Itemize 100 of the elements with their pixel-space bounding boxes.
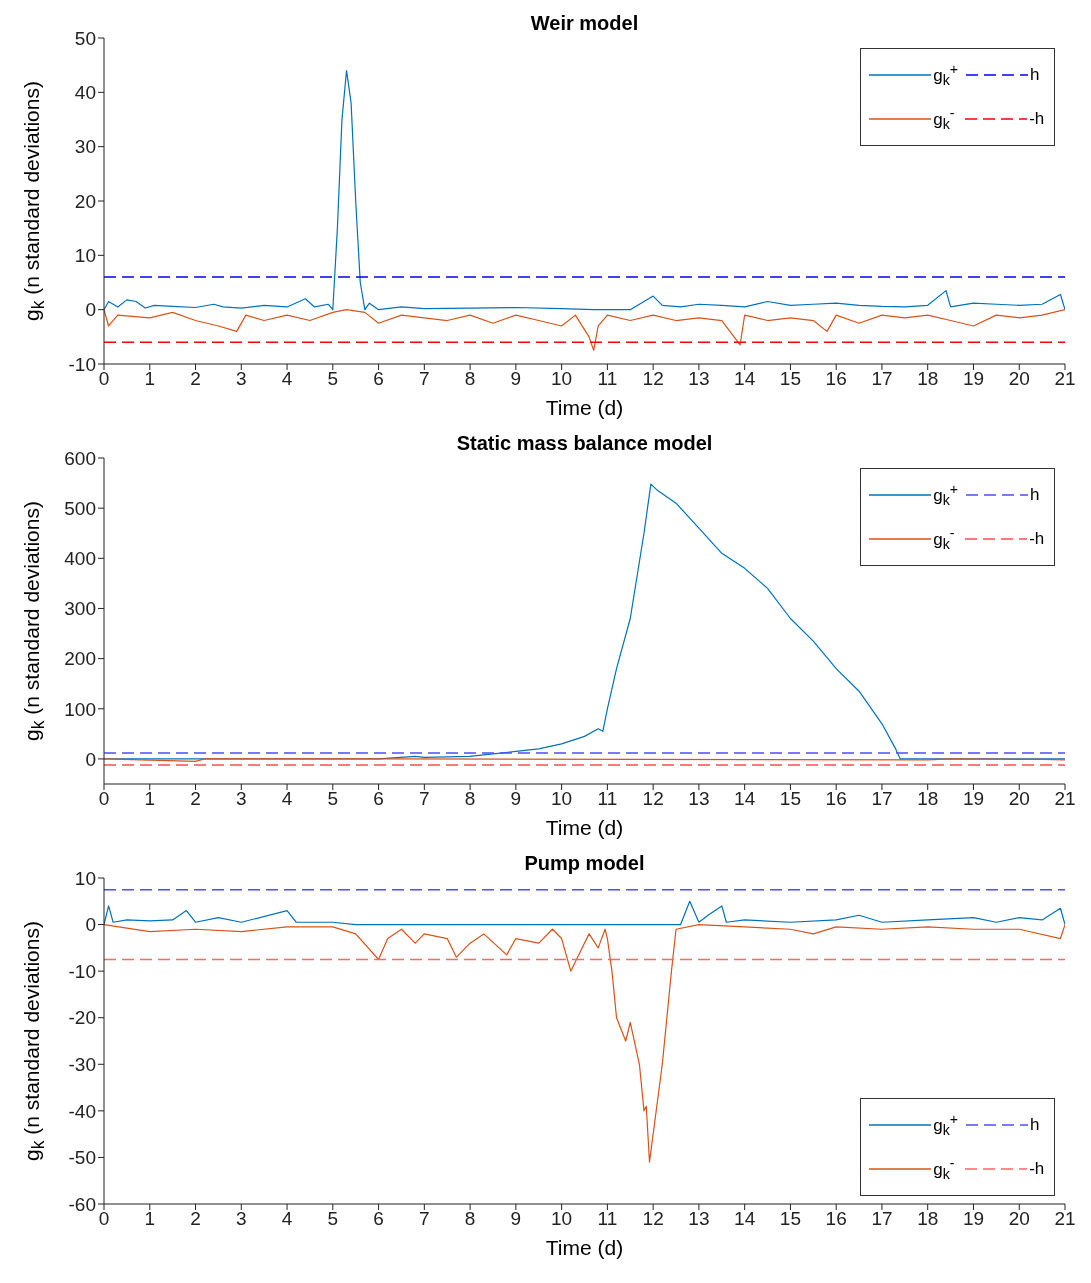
- x-tick-label: 11: [597, 1208, 618, 1230]
- x-tick-label: 20: [1008, 1208, 1030, 1230]
- x-tick-label: 1: [144, 368, 156, 390]
- chart-title: Weir model: [529, 12, 640, 35]
- y-tick-label: 20: [74, 190, 96, 212]
- x-axis-title: Time (d): [544, 396, 625, 420]
- x-tick-label: 3: [236, 788, 247, 810]
- x-tick-label: 17: [871, 1208, 893, 1230]
- x-tick-label: 5: [327, 368, 339, 390]
- x-tick-label: 4: [281, 368, 293, 390]
- x-tick-label: 6: [373, 368, 384, 390]
- y-tick-label: -30: [68, 1054, 96, 1076]
- x-tick-label: 13: [688, 788, 710, 810]
- y-tick-label: 0: [85, 914, 96, 936]
- x-tick-label: 10: [551, 1208, 573, 1230]
- x-tick-label: 15: [779, 1208, 801, 1230]
- x-tick-label: 4: [281, 788, 293, 810]
- x-tick-label: 5: [327, 1208, 339, 1230]
- y-tick-label: -60: [68, 1193, 96, 1215]
- y-tick-label: -20: [68, 1007, 96, 1029]
- x-tick-label: 20: [1008, 368, 1030, 390]
- x-tick-label: 19: [962, 788, 985, 810]
- x-axis-title: Time (d): [544, 816, 625, 840]
- chart-title: Static mass balance model: [455, 432, 714, 455]
- x-tick-label: 10: [551, 788, 573, 810]
- x-tick-label: 3: [236, 1208, 247, 1230]
- x-tick-label: 21: [1054, 368, 1076, 390]
- y-tick-label: 50: [74, 27, 96, 49]
- y-tick-label: 10: [74, 867, 96, 889]
- y-tick-label: -40: [68, 1100, 96, 1122]
- legend-label: -h: [1029, 109, 1046, 129]
- x-tick-label: 5: [327, 788, 339, 810]
- x-tick-label: 19: [962, 368, 985, 390]
- x-tick-label: 7: [419, 368, 430, 390]
- x-tick-label: 7: [419, 788, 430, 810]
- y-tick-label: -10: [68, 960, 96, 982]
- x-tick-label: 16: [825, 788, 847, 810]
- x-tick-label: 13: [688, 1208, 710, 1230]
- x-tick-label: 12: [642, 368, 664, 390]
- y-tick-label: 500: [64, 497, 96, 519]
- x-tick-label: 18: [917, 368, 939, 390]
- y-tick-label: 40: [74, 82, 96, 104]
- x-tick-label: 9: [510, 368, 522, 390]
- y-tick-label: 400: [64, 548, 96, 570]
- x-tick-label: 7: [419, 1208, 430, 1230]
- line-series: [104, 923, 1065, 1163]
- x-tick-label: 16: [825, 368, 847, 390]
- y-tick-label: 30: [74, 136, 96, 158]
- legend-label: h: [1030, 65, 1041, 85]
- x-tick-label: 2: [190, 1208, 201, 1230]
- x-tick-label: 2: [190, 788, 201, 810]
- x-tick-label: 15: [779, 368, 801, 390]
- y-tick-label: 600: [64, 447, 96, 469]
- y-tick-label: -50: [68, 1147, 96, 1169]
- x-tick-label: 18: [917, 788, 939, 810]
- x-tick-label: 14: [734, 788, 756, 810]
- x-tick-label: 2: [190, 368, 201, 390]
- x-tick-label: 1: [144, 788, 156, 810]
- x-tick-label: 17: [871, 368, 893, 390]
- x-tick-label: 14: [734, 368, 756, 390]
- x-tick-label: 11: [597, 788, 618, 810]
- x-tick-label: 13: [688, 368, 710, 390]
- y-tick-label: 100: [64, 698, 96, 720]
- legend-label: h: [1030, 485, 1041, 505]
- x-tick-label: 12: [642, 788, 664, 810]
- x-tick-label: 8: [464, 1208, 476, 1230]
- x-tick-label: 8: [464, 368, 476, 390]
- line-series: [104, 309, 1065, 352]
- line-series: [104, 900, 1065, 926]
- x-tick-label: 21: [1054, 1208, 1076, 1230]
- chart-title: Pump model: [523, 852, 646, 875]
- legend-label: -h: [1029, 529, 1046, 549]
- y-tick-label: 10: [74, 245, 96, 267]
- x-tick-label: 18: [917, 1208, 939, 1230]
- y-tick-label: 200: [64, 648, 96, 670]
- x-tick-label: 14: [734, 1208, 756, 1230]
- x-tick-label: 3: [236, 368, 247, 390]
- y-tick-label: 300: [64, 598, 96, 620]
- x-tick-label: 12: [642, 1208, 664, 1230]
- legend-label: h: [1030, 1115, 1041, 1135]
- x-tick-label: 9: [510, 788, 522, 810]
- x-tick-label: 20: [1008, 788, 1030, 810]
- x-tick-label: 17: [871, 788, 893, 810]
- y-tick-label: -10: [68, 353, 96, 375]
- x-tick-label: 21: [1054, 788, 1076, 810]
- x-tick-label: 4: [281, 1208, 293, 1230]
- x-tick-label: 11: [597, 368, 618, 390]
- x-tick-label: 9: [510, 1208, 522, 1230]
- x-tick-label: 10: [551, 368, 573, 390]
- x-tick-label: 8: [464, 788, 476, 810]
- x-tick-label: 6: [373, 788, 384, 810]
- x-tick-label: 15: [779, 788, 801, 810]
- x-axis-title: Time (d): [544, 1236, 625, 1260]
- y-tick-label: 0: [85, 299, 96, 321]
- y-tick-label: 0: [85, 748, 96, 770]
- x-tick-label: 19: [962, 1208, 985, 1230]
- legend-label: -h: [1029, 1159, 1046, 1179]
- x-tick-label: 16: [825, 1208, 847, 1230]
- x-tick-label: 6: [373, 1208, 384, 1230]
- x-tick-label: 1: [144, 1208, 156, 1230]
